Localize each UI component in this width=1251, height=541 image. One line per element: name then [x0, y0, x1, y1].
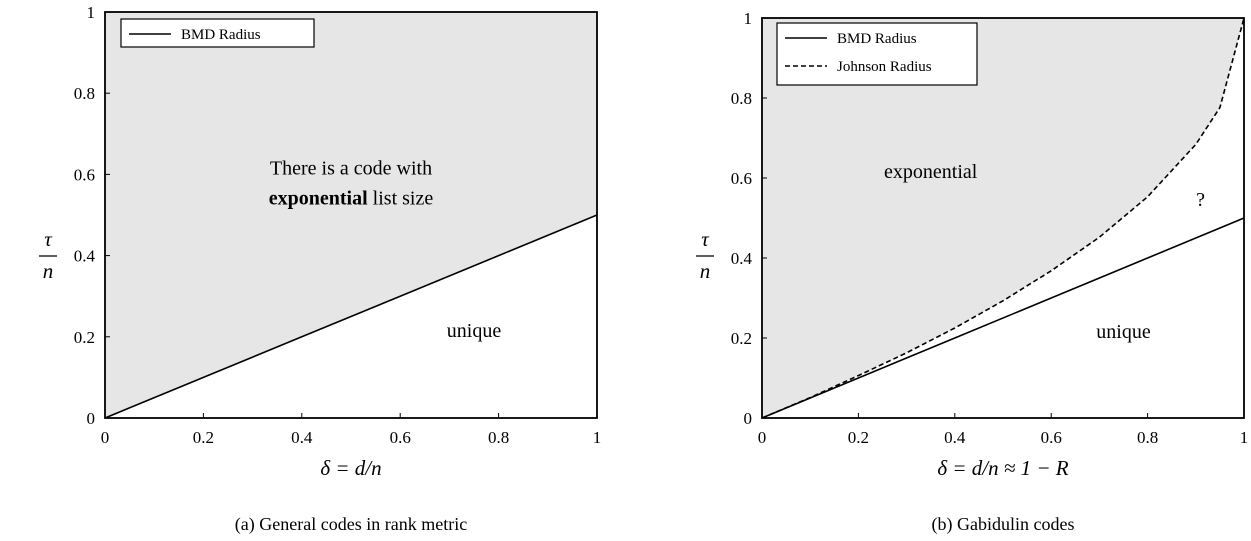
panel-a-x-tick-label: 0.2 [193, 428, 214, 447]
panel-a-y-tick-label: 0.2 [74, 328, 95, 347]
panel-a-x-tick-label: 0.4 [291, 428, 313, 447]
panel-a-y-label-denominator: n [43, 259, 54, 283]
panel-b-y-label-numerator: τ [701, 227, 710, 251]
panel-a-bmd-radius-line [104, 214, 598, 419]
panel-a-y-tick-label: 1 [87, 3, 96, 22]
panel-a-y-label-numerator: τ [44, 227, 53, 251]
panel-b-y-tick-label: 0.2 [731, 329, 752, 348]
panel-a-annotation-bold-word: exponential [269, 187, 368, 209]
panel-b-x-tick-label: 1 [1240, 428, 1249, 447]
panel-b-johnson-radius-line [761, 17, 1245, 419]
panel-a-y-tick-label: 0.8 [74, 84, 95, 103]
panel-b-annotation-text: unique [1096, 321, 1151, 343]
panel-b-x-tick-label: 0.8 [1137, 428, 1158, 447]
panel-b-legend-label: BMD Radius [837, 31, 917, 47]
panel-b-x-tick-label: 0.4 [944, 428, 966, 447]
panel-b-annotation-text: ? [1196, 189, 1205, 211]
panel-a-annotation-text: There is a code with [270, 157, 432, 179]
panel-b-caption: (b) Gabidulin codes [932, 514, 1075, 535]
panel-a-y-tick-label: 0.6 [74, 165, 95, 184]
panel-a-caption: (a) General codes in rank metric [235, 514, 467, 535]
panel-a-plot-frame [104, 11, 598, 419]
panel-a-legend-box [120, 18, 315, 48]
panel-b-plot-frame [761, 17, 1245, 419]
panel-a-x-tick-label: 0.8 [488, 428, 509, 447]
panel-a-x-tick-label: 0.6 [390, 428, 411, 447]
panel-a-x-tick-label: 0 [101, 428, 110, 447]
panel-a-y-tick-label: 0.4 [74, 247, 96, 266]
panel-b-shaded-region [762, 18, 1244, 418]
panel-b-gabidulin-codes: 0 0.2 0.4 0.6 0.8 1 0 0.2 0.4 0.6 0.8 1 τn δ = d/n ≈ … [696, 9, 1248, 535]
panel-a-legend-label: BMD Radius [181, 27, 261, 43]
panel-b-x-label: δ = d/n ≈ 1 − R [937, 456, 1068, 480]
panel-a-annotation-text: unique [447, 320, 502, 342]
panel-b-annotation-text: exponential [884, 161, 978, 183]
panel-b-x-tick-label: 0 [758, 428, 767, 447]
panel-a-shaded-region [105, 12, 597, 418]
panel-b-legend-label: Johnson Radius [837, 59, 932, 75]
panel-b-y-tick-label: 0 [744, 409, 753, 428]
panel-b-y-tick-label: 0.6 [731, 169, 752, 188]
panel-b-y-tick-label: 0.8 [731, 89, 752, 108]
panel-b-bmd-radius-line [761, 217, 1245, 419]
panel-b-x-tick-label: 0.6 [1041, 428, 1062, 447]
panel-a-general-codes: 0 0.2 0.4 0.6 0.8 1 0 0.2 0.4 0.6 0.8 1 τn δ = d/n (a)… [39, 3, 601, 535]
panel-a-y-tick-label: 0 [87, 409, 96, 428]
panel-b-y-tick-label: 1 [744, 9, 753, 28]
panel-a-x-tick-label: 1 [593, 428, 602, 447]
panel-b-x-tick-label: 0.2 [848, 428, 869, 447]
panel-b-y-label-denominator: n [700, 259, 711, 283]
panel-a-x-label: δ = d/n [320, 456, 381, 480]
panel-b-legend-box [776, 22, 978, 86]
panel-a-annotation-text: exponential list size [269, 187, 434, 209]
panel-a-annotation-rest: list size [368, 187, 434, 209]
panel-b-y-tick-label: 0.4 [731, 249, 753, 268]
